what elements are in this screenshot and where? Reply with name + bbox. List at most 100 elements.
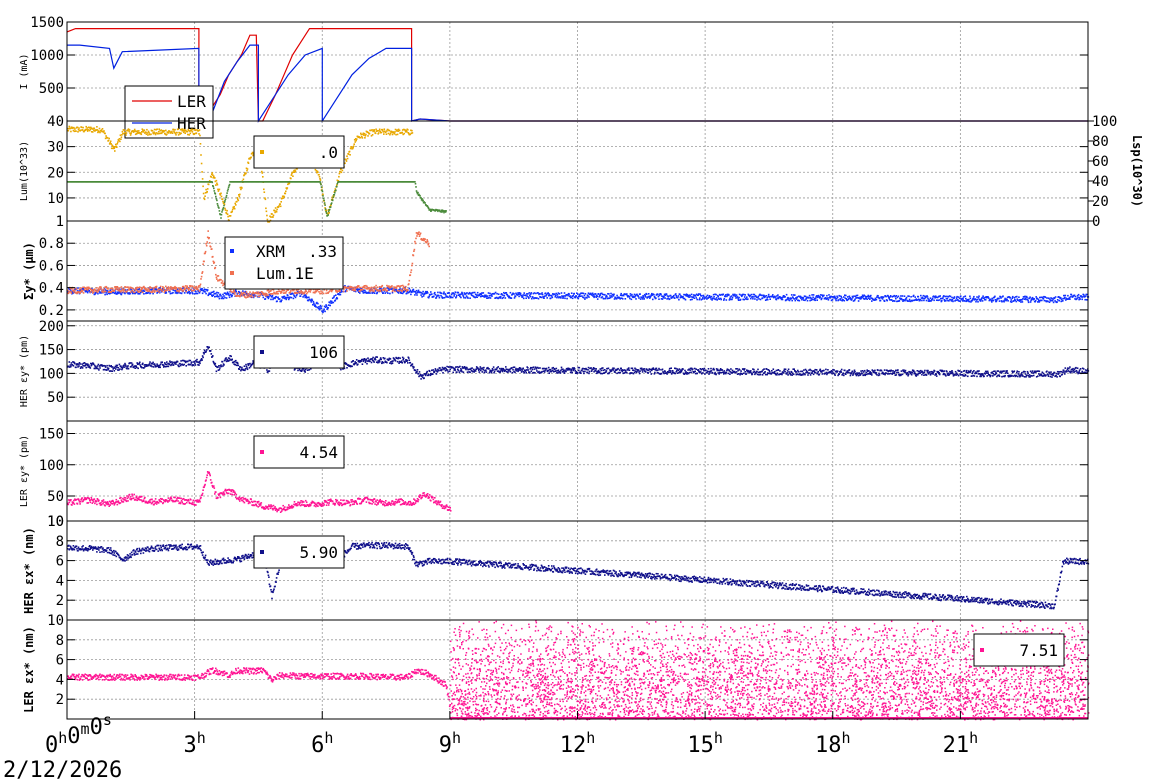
point <box>563 295 565 297</box>
point <box>69 127 72 130</box>
point <box>108 364 110 367</box>
point <box>968 298 970 301</box>
point <box>242 178 245 181</box>
point <box>578 294 581 297</box>
point <box>367 357 369 359</box>
point <box>235 291 238 293</box>
point <box>468 291 471 294</box>
point <box>73 126 75 129</box>
point <box>156 292 158 294</box>
point <box>588 296 590 298</box>
point <box>465 295 468 297</box>
point <box>369 287 372 289</box>
point <box>173 131 176 134</box>
point <box>390 130 393 133</box>
point <box>904 299 906 302</box>
point <box>742 298 744 301</box>
point <box>358 288 361 291</box>
point <box>201 287 203 290</box>
point <box>510 297 513 299</box>
point <box>1081 298 1083 301</box>
point <box>83 130 85 133</box>
point <box>981 300 984 302</box>
point <box>226 209 228 212</box>
point <box>119 288 121 291</box>
point <box>303 294 306 297</box>
point <box>749 295 751 298</box>
point <box>703 295 705 298</box>
point <box>331 302 333 304</box>
point <box>833 295 836 298</box>
point <box>247 162 250 164</box>
point <box>87 366 89 368</box>
point <box>1038 299 1040 302</box>
point <box>714 293 716 296</box>
point <box>157 365 159 367</box>
point <box>523 292 525 294</box>
point <box>370 361 373 364</box>
point <box>227 186 230 189</box>
point <box>199 134 201 137</box>
point <box>545 293 548 296</box>
point <box>647 293 650 295</box>
point <box>720 298 722 301</box>
point <box>140 288 143 291</box>
point <box>440 294 442 297</box>
point <box>214 266 217 269</box>
point <box>124 289 127 291</box>
point <box>961 297 963 300</box>
point <box>855 297 857 299</box>
point <box>428 295 430 298</box>
point <box>372 290 374 293</box>
point <box>252 360 254 362</box>
point <box>755 295 757 298</box>
point <box>437 210 439 213</box>
point <box>253 294 256 296</box>
point <box>415 289 418 292</box>
point <box>848 297 850 300</box>
point <box>120 365 122 367</box>
point <box>461 292 464 295</box>
point <box>701 295 703 297</box>
point <box>112 147 114 150</box>
point <box>384 287 386 290</box>
point <box>938 295 940 298</box>
point <box>137 367 139 370</box>
point <box>214 180 217 183</box>
point <box>243 294 246 296</box>
point <box>828 297 831 299</box>
point <box>171 130 173 133</box>
point <box>844 297 847 299</box>
point <box>188 289 190 291</box>
point <box>110 287 113 290</box>
point <box>336 179 339 182</box>
point <box>424 292 426 295</box>
point <box>833 297 835 299</box>
point <box>108 143 111 145</box>
point <box>249 362 251 365</box>
point <box>976 296 978 298</box>
point <box>152 289 154 292</box>
point <box>265 295 267 297</box>
point <box>938 299 941 301</box>
point <box>418 235 421 237</box>
point <box>291 172 293 175</box>
point <box>946 297 949 300</box>
point <box>794 299 797 302</box>
point <box>687 294 690 297</box>
point <box>443 211 445 214</box>
point <box>214 362 217 365</box>
point <box>414 181 416 183</box>
point <box>155 365 158 367</box>
point <box>246 168 249 170</box>
point <box>327 304 330 306</box>
point <box>448 295 451 297</box>
point <box>899 297 901 299</box>
series-2-1 <box>67 230 430 299</box>
point <box>1086 293 1089 296</box>
point <box>821 294 824 296</box>
point <box>133 292 135 295</box>
point <box>373 292 376 294</box>
point <box>662 296 665 299</box>
point <box>228 184 230 187</box>
